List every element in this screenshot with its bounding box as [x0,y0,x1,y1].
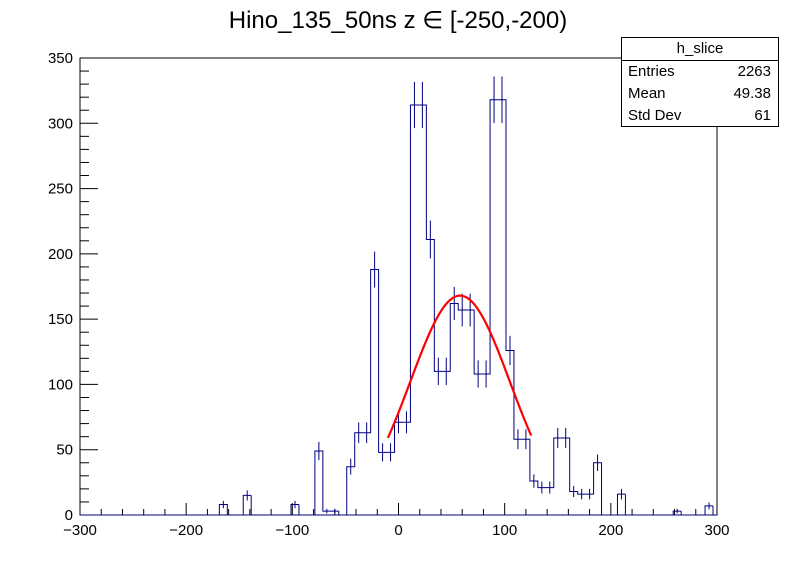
x-tick-label: 200 [598,522,623,539]
y-tick-label: 0 [65,507,73,524]
stats-row-entries: Entries 2263 [622,61,778,83]
histogram-series [80,99,717,516]
fit-curve [386,294,533,439]
x-tick-label: 300 [704,522,729,539]
stats-row-stddev: Std Dev 61 [622,105,778,127]
chart-title: Hino_135_50ns z ∈ [-250,-200) [228,7,568,34]
stats-label: Entries [628,63,675,80]
error-bars [222,76,710,514]
stats-row-mean: Mean 49.38 [622,83,778,105]
y-tick-label: 250 [48,181,73,198]
stats-name: h_slice [622,38,778,61]
y-tick-label: 350 [48,50,73,67]
gaussian-fit [386,294,533,439]
y-tick-label: 100 [48,376,73,393]
y-tick-label: 50 [56,442,73,459]
x-tick-label: −200 [169,522,203,539]
y-tick-label: 200 [48,246,73,263]
x-tick-label: −300 [63,522,97,539]
stats-value: 49.38 [733,85,771,102]
x-tick-label: 0 [394,522,402,539]
stats-label: Std Dev [628,107,682,124]
stats-value: 61 [754,107,771,124]
histogram-outline [218,99,714,516]
x-tick-label: −100 [275,522,309,539]
y-tick-label: 300 [48,115,73,132]
y-tick-label: 150 [48,311,73,328]
stats-value: 2263 [737,63,771,80]
stats-label: Mean [628,85,666,102]
stats-box: h_slice Entries 2263 Mean 49.38 Std Dev … [621,37,779,127]
axis-tick-labels: −300 −200 −100 0 100 200 300 0 50 100 150 200 250 300… [48,50,730,539]
x-tick-label: 100 [492,522,517,539]
